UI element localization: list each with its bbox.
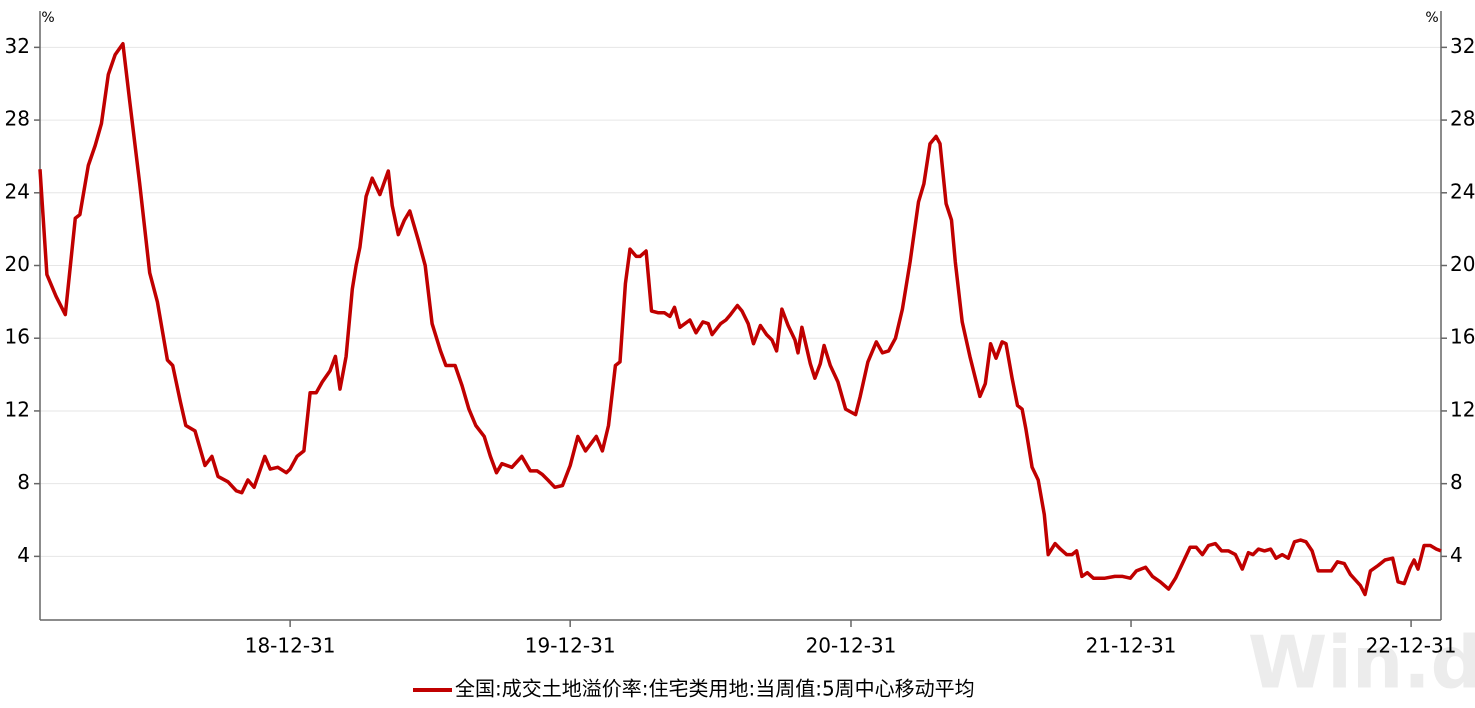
y2-unit: %: [1425, 10, 1438, 26]
y-unit: %: [41, 10, 54, 26]
x-tick-label: 19-12-31: [525, 634, 616, 658]
y2-tick-label: 28: [1450, 107, 1475, 131]
y-tick-label: 20: [5, 252, 30, 276]
x-tick-label: 20-12-31: [806, 634, 897, 658]
y2-tick-label: 12: [1450, 397, 1475, 421]
x-tick-label: 18-12-31: [245, 634, 336, 658]
y2-tick-label: 20: [1450, 252, 1475, 276]
y2-tick-label: 8: [1450, 470, 1463, 494]
y-tick-label: 4: [17, 543, 30, 567]
y-tick-label: 28: [5, 107, 30, 131]
x-tick-label: 22-12-31: [1366, 634, 1457, 658]
legend-label: 全国:成交土地溢价率:住宅类用地:当周值:5周中心移动平均: [455, 677, 975, 701]
series-line: [38, 41, 1442, 597]
y-tick-label: 24: [5, 179, 30, 203]
y-tick-label: 8: [17, 470, 30, 494]
x-tick-label: 21-12-31: [1086, 634, 1177, 658]
y-tick-label: 32: [5, 34, 30, 58]
y2-tick-label: 4: [1450, 543, 1463, 567]
y2-tick-label: 32: [1450, 34, 1475, 58]
y2-tick-label: 16: [1450, 325, 1475, 349]
y2-tick-label: 24: [1450, 179, 1475, 203]
y-tick-label: 16: [5, 325, 30, 349]
watermark: Win.d: [1248, 621, 1475, 705]
y-tick-label: 12: [5, 397, 30, 421]
